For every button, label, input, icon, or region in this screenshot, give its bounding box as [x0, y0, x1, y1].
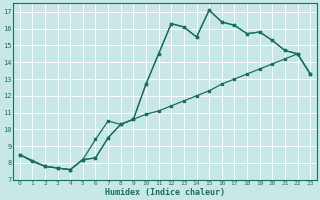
X-axis label: Humidex (Indice chaleur): Humidex (Indice chaleur) [105, 188, 225, 197]
